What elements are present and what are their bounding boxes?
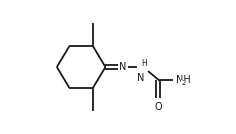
- Text: O: O: [154, 102, 162, 112]
- Text: H: H: [141, 59, 147, 68]
- Text: 2: 2: [182, 80, 186, 86]
- Text: N: N: [119, 62, 127, 72]
- Text: N: N: [137, 73, 144, 83]
- Text: NH: NH: [176, 75, 190, 85]
